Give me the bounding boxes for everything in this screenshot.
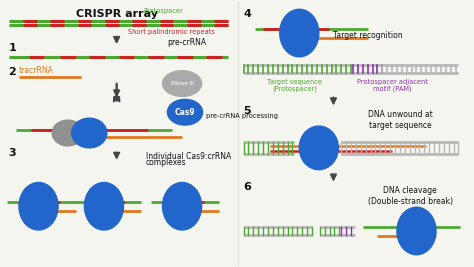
Text: 2: 2 <box>8 67 16 77</box>
Text: Cas9: Cas9 <box>175 108 195 117</box>
Text: 5: 5 <box>244 106 251 116</box>
Text: Target sequence
(Protospacer): Target sequence (Protospacer) <box>267 78 322 92</box>
Ellipse shape <box>163 182 201 230</box>
Text: Individual Cas9:crRNA: Individual Cas9:crRNA <box>146 152 231 161</box>
Text: Protospacer: Protospacer <box>143 8 183 14</box>
Text: Target recognition: Target recognition <box>334 30 403 40</box>
Text: tracrRNA: tracrRNA <box>19 66 54 74</box>
Ellipse shape <box>299 126 338 170</box>
Ellipse shape <box>280 9 319 57</box>
Ellipse shape <box>167 99 202 125</box>
Ellipse shape <box>52 120 83 146</box>
Ellipse shape <box>397 207 436 255</box>
Text: 3: 3 <box>8 148 16 158</box>
Ellipse shape <box>19 182 58 230</box>
Text: CRISPR array: CRISPR array <box>76 9 158 19</box>
Text: Protospacer adjacent
motif (PAM): Protospacer adjacent motif (PAM) <box>356 78 428 92</box>
Text: Short palindromic repeats: Short palindromic repeats <box>128 29 215 35</box>
Text: DNA cleavage
(Double-strand break): DNA cleavage (Double-strand break) <box>368 186 453 206</box>
Text: pre-crRNA processing: pre-crRNA processing <box>207 113 279 119</box>
Ellipse shape <box>163 71 201 96</box>
Text: pre-crRNA: pre-crRNA <box>167 38 207 47</box>
Text: 4: 4 <box>244 9 252 19</box>
Ellipse shape <box>84 182 123 230</box>
Text: DNA unwound at
target sequence: DNA unwound at target sequence <box>368 110 432 130</box>
Text: RNase III: RNase III <box>171 81 193 86</box>
Text: complexes: complexes <box>146 158 187 167</box>
Ellipse shape <box>72 118 107 148</box>
Text: 6: 6 <box>244 182 252 193</box>
Text: 1: 1 <box>8 43 16 53</box>
